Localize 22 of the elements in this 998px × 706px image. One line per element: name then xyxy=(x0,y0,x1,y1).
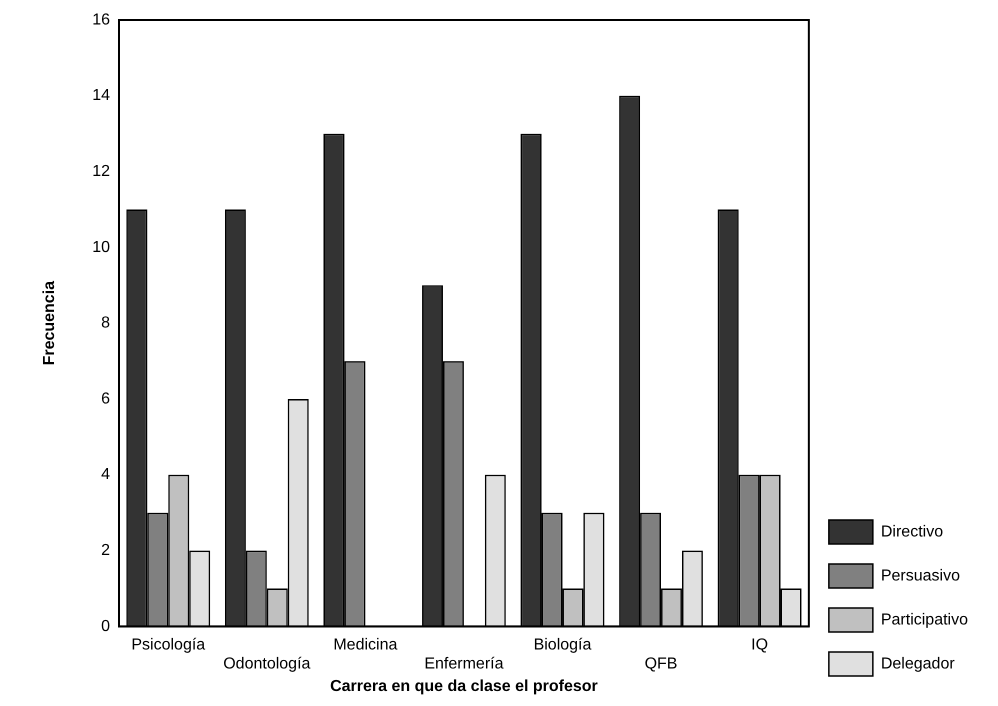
legend-label: Participativo xyxy=(880,611,968,628)
y-tick-label: 14 xyxy=(92,87,110,104)
x-tick-label: Psicología xyxy=(131,636,206,654)
x-axis-title: Carrera en que da clase el profesor xyxy=(330,678,598,695)
legend-label: Directivo xyxy=(880,523,944,540)
x-tick-label: Enfermería xyxy=(424,656,504,673)
legend-label: Persuasivo xyxy=(880,567,960,584)
x-tick-label: Medicina xyxy=(333,636,398,654)
y-tick-label: 4 xyxy=(101,466,110,484)
y-tick-label: 0 xyxy=(101,618,110,635)
y-tick-label: 8 xyxy=(101,314,110,332)
x-tick-label: QFB xyxy=(644,656,678,673)
legend-label: Delegador xyxy=(880,655,956,672)
y-axis-title: Frecuencia xyxy=(41,280,58,366)
y-tick-label: 16 xyxy=(92,11,110,28)
y-tick-label: 12 xyxy=(92,163,110,180)
y-tick-label: 10 xyxy=(92,238,110,256)
y-tick-label: 2 xyxy=(101,542,110,560)
y-tick-label: 6 xyxy=(101,390,110,408)
x-tick-label: IQ xyxy=(751,636,768,654)
x-tick-label: Biología xyxy=(534,636,592,654)
x-tick-label: Odontología xyxy=(223,656,311,673)
